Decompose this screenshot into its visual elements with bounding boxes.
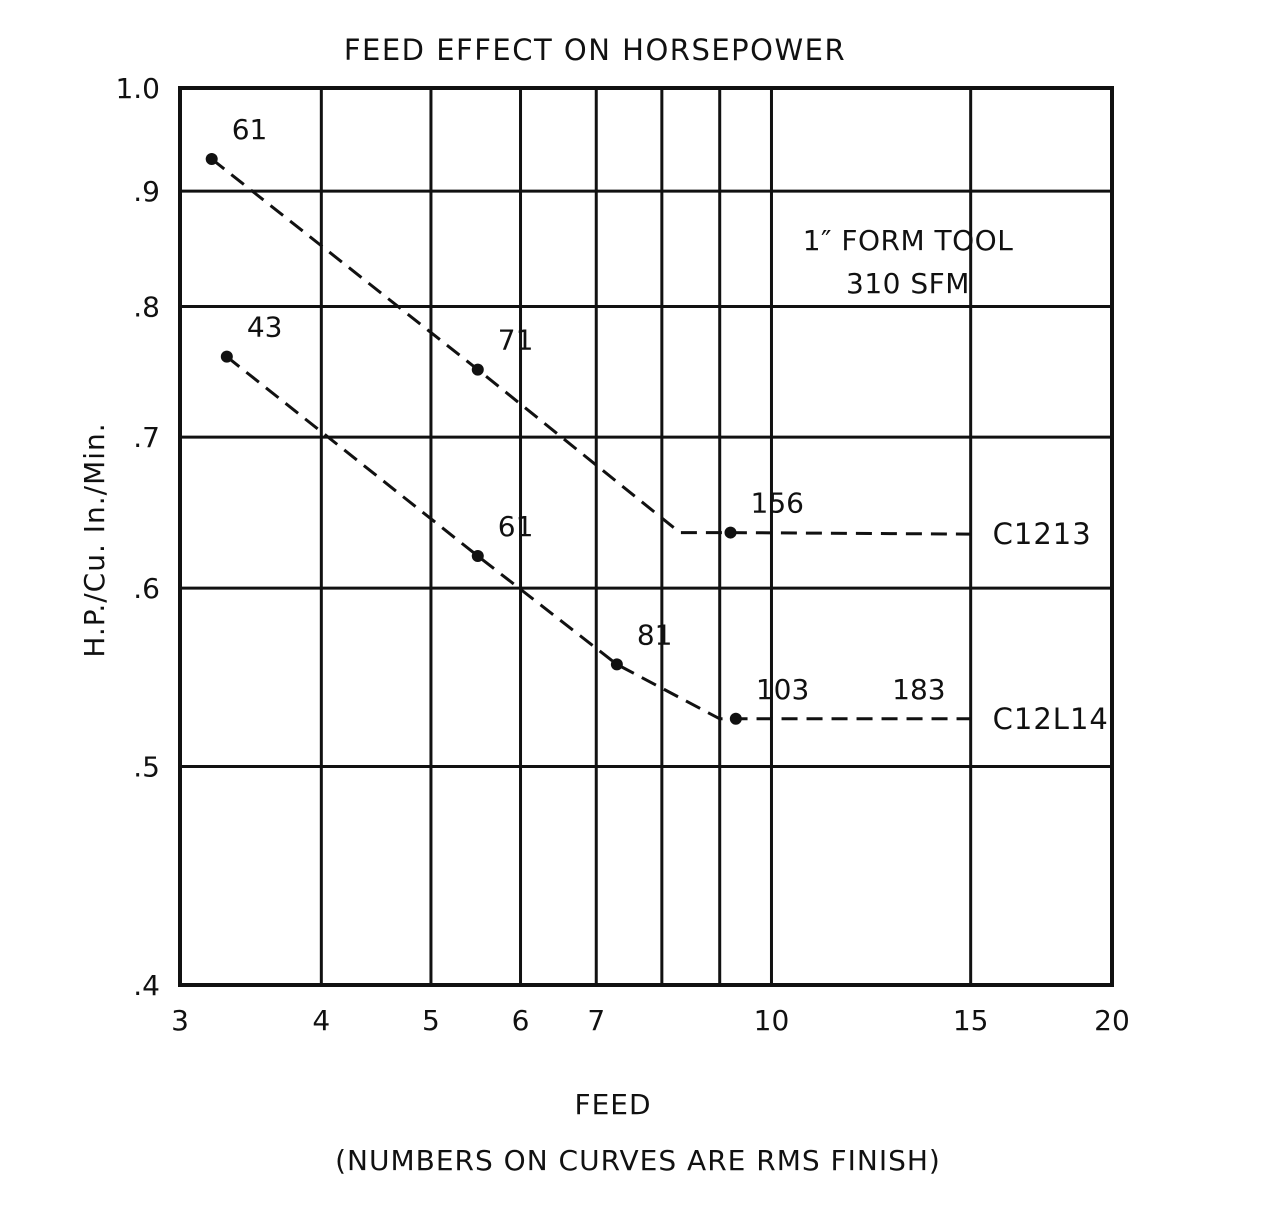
- y-tick-label: .5: [133, 751, 160, 784]
- y-tick-labels: .4 .5 .6 .7 .8 .9 1.0: [115, 72, 160, 1002]
- series-line-C1213: [210, 157, 971, 536]
- y-tick-label: .4: [133, 969, 160, 1002]
- x-tick-label: 5: [422, 1004, 440, 1037]
- data-label: 81: [637, 618, 673, 651]
- data-label: 61: [498, 510, 534, 543]
- data-point: [471, 363, 484, 376]
- data-point: [610, 658, 623, 671]
- x-axis-note: (NUMBERS ON CURVES ARE RMS FINISH): [335, 1144, 941, 1177]
- data-point: [729, 712, 742, 725]
- series-layer: 61 71 156 C1213 43 61 81 103 183 C12L14: [205, 113, 1109, 736]
- data-label: 43: [247, 311, 283, 344]
- plot-frame: [178, 86, 1114, 987]
- data-point: [471, 549, 484, 562]
- y-tick-label: 1.0: [115, 72, 160, 105]
- series-C12L14: 43 61 81 103 183 C12L14: [220, 311, 1109, 736]
- y-tick-label: .9: [133, 175, 160, 208]
- chart-title: FEED EFFECT ON HORSEPOWER: [344, 33, 846, 67]
- x-axis-label: FEED: [574, 1088, 651, 1121]
- data-point: [205, 153, 218, 166]
- data-label: 103: [756, 673, 809, 706]
- x-tick-label: 6: [512, 1004, 530, 1037]
- x-tick-label: 7: [587, 1004, 605, 1037]
- grid-layer: [180, 88, 1112, 985]
- y-tick-label: .6: [133, 572, 160, 605]
- series-C1213: 61 71 156 C1213: [205, 113, 1092, 551]
- x-tick-label: 4: [312, 1004, 330, 1037]
- x-tick-labels: 3 4 5 6 7 10 15 20: [171, 1004, 1130, 1037]
- data-label: 61: [232, 113, 268, 146]
- annotation-line-1: 1″ FORM TOOL: [803, 224, 1014, 257]
- data-label: 71: [498, 324, 534, 357]
- y-axis-label: H.P./Cu. In./Min.: [78, 422, 111, 657]
- data-label: 183: [892, 673, 945, 706]
- annotation-line-2: 310 SFM: [846, 267, 970, 300]
- data-point: [724, 526, 737, 539]
- series-label: C12L14: [993, 702, 1109, 736]
- x-tick-label: 20: [1094, 1004, 1130, 1037]
- data-point: [220, 350, 233, 363]
- y-tick-label: .8: [133, 290, 160, 323]
- y-tick-label: .7: [133, 421, 160, 454]
- x-tick-label: 3: [171, 1004, 189, 1037]
- x-tick-label: 15: [953, 1004, 989, 1037]
- series-line-C12L14: [225, 355, 971, 721]
- data-label: 156: [751, 487, 804, 520]
- x-tick-label: 10: [754, 1004, 790, 1037]
- series-label: C1213: [993, 517, 1092, 551]
